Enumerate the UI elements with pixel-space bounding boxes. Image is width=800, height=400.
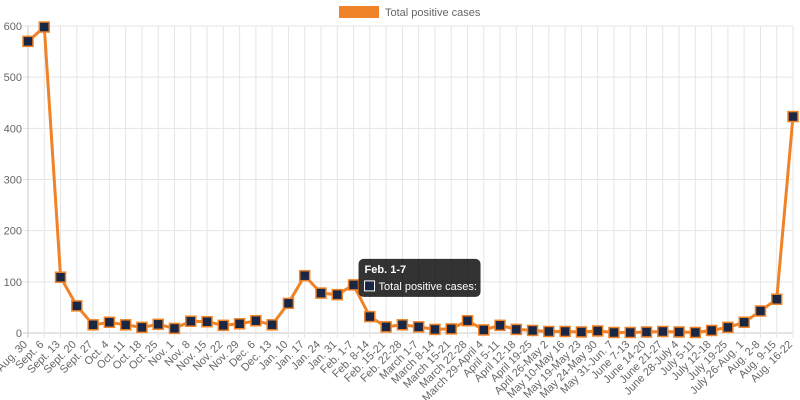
legend-label[interactable]: Total positive cases [385,7,481,19]
data-point[interactable] [266,319,278,331]
data-point[interactable] [396,319,409,331]
data-point[interactable] [575,326,588,338]
data-point[interactable] [738,316,750,329]
y-tick-label: 400 [4,123,22,135]
data-point[interactable] [38,21,51,33]
y-tick-label: 500 [4,72,22,84]
data-point[interactable] [608,326,620,339]
data-point[interactable] [103,316,116,329]
data-point[interactable] [689,326,702,339]
data-point[interactable] [429,323,441,336]
data-point[interactable] [331,288,344,301]
legend[interactable]: Total positive cases [339,6,481,19]
data-point[interactable] [412,321,425,333]
data-point[interactable] [201,315,213,328]
y-tick-label: 600 [4,21,22,33]
data-point[interactable] [71,300,83,312]
tooltip-background [358,258,481,297]
data-point[interactable] [380,321,392,333]
data-point[interactable] [185,315,197,327]
data-point[interactable] [54,271,67,283]
data-point[interactable] [673,326,685,338]
data-point[interactable] [87,319,99,331]
data-point[interactable] [119,319,132,331]
legend-swatch[interactable] [339,6,379,18]
data-point[interactable] [477,324,490,336]
tooltip-swatch [364,280,376,292]
data-point[interactable] [510,323,523,336]
data-point[interactable] [298,269,311,282]
y-tick-label: 300 [4,175,22,187]
y-tick-label: 200 [4,226,22,238]
data-point[interactable] [136,321,148,334]
data-point[interactable] [217,319,230,332]
data-point[interactable] [494,319,506,332]
data-point[interactable] [168,322,181,335]
data-point[interactable] [233,318,246,330]
data-point[interactable] [543,325,555,338]
data-point[interactable] [770,293,783,305]
tooltip: Feb. 1-7 Total positive cases: 94 [358,258,493,297]
data-point[interactable] [445,323,457,335]
data-point[interactable] [591,325,604,337]
data-point[interactable] [559,325,571,338]
y-axis-ticks: 0 100 200 300 400 500 600 [4,21,22,340]
y-tick-label: 0 [16,328,22,340]
data-point[interactable] [282,297,295,310]
data-point[interactable] [152,318,164,331]
data-point[interactable] [461,314,474,327]
y-tick-label: 100 [4,277,22,289]
series-layer [22,21,799,339]
data-point[interactable] [787,110,799,123]
data-point[interactable] [705,324,718,337]
tooltip-text: Total positive cases: 94 [379,281,493,293]
data-point[interactable] [347,279,360,291]
data-point[interactable] [657,325,669,338]
data-point[interactable] [722,321,734,334]
data-point[interactable] [640,326,653,338]
data-point[interactable] [754,305,767,317]
data-point[interactable] [315,287,327,299]
tooltip-title: Feb. 1-7 [365,264,407,276]
data-point[interactable] [22,35,34,48]
grid-lines [23,25,794,338]
data-point[interactable] [526,324,539,337]
data-point[interactable] [624,326,636,339]
data-point[interactable] [250,314,262,327]
data-point[interactable] [364,310,376,323]
